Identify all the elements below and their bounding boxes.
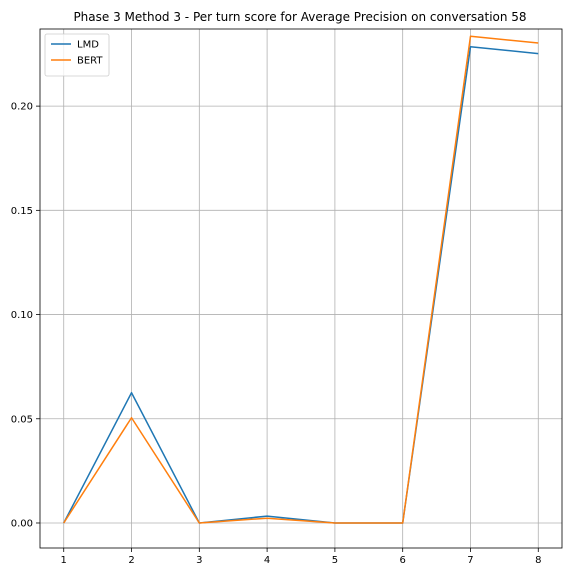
x-tick-label: 7 bbox=[467, 555, 473, 566]
x-tick-label: 2 bbox=[128, 555, 134, 566]
series-line-bert bbox=[63, 35, 539, 524]
series-line-lmd bbox=[63, 45, 539, 524]
x-tick-label: 8 bbox=[535, 555, 541, 566]
grid-lines bbox=[40, 29, 562, 548]
x-tick-label: 6 bbox=[400, 555, 406, 566]
x-tick-label: 1 bbox=[61, 555, 67, 566]
legend-label: BERT bbox=[77, 56, 103, 67]
axes-frame bbox=[39, 28, 563, 549]
chart-title: Phase 3 Method 3 - Per turn score for Av… bbox=[73, 10, 526, 24]
y-tick-label: 0.05 bbox=[11, 414, 33, 425]
legend-label: LMD bbox=[77, 40, 99, 51]
x-tick-label: 5 bbox=[332, 555, 338, 566]
y-tick-label: 0.10 bbox=[11, 310, 33, 321]
x-tick-label: 3 bbox=[196, 555, 202, 566]
series-layer bbox=[63, 35, 539, 524]
y-tick-label: 0.20 bbox=[11, 102, 33, 113]
y-tick-label: 0.15 bbox=[11, 206, 33, 217]
x-axis: 1 2 3 4 5 6 7 8 bbox=[61, 548, 541, 566]
legend: LMD BERT bbox=[44, 33, 110, 77]
y-tick-label: 0.00 bbox=[11, 518, 33, 529]
y-axis: 0.00 0.05 0.10 0.15 0.20 bbox=[11, 102, 40, 529]
x-tick-label: 4 bbox=[264, 555, 270, 566]
